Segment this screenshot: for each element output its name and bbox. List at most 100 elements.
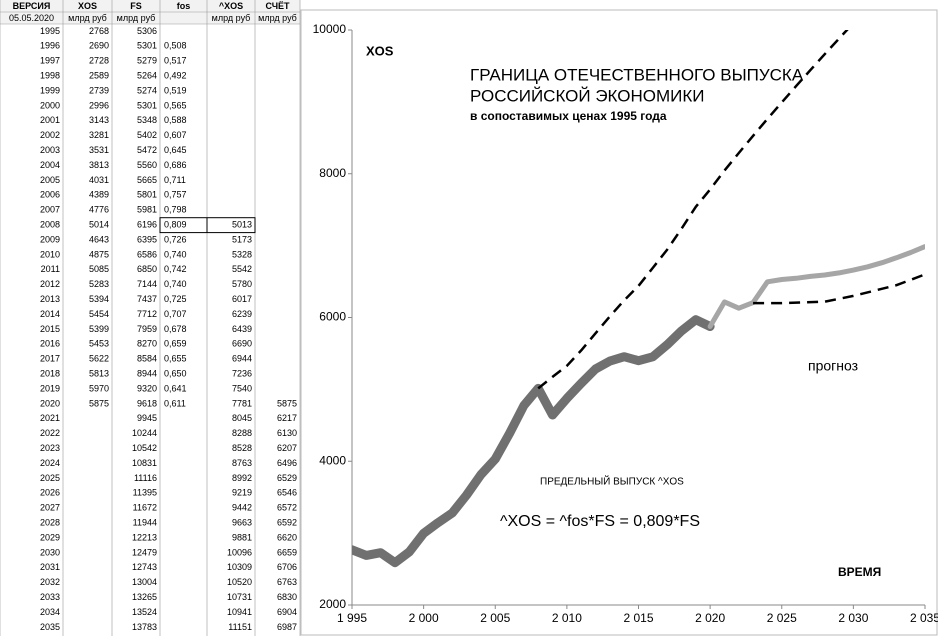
- column-unit: 05.05.2020: [9, 13, 54, 23]
- cell: 0,740: [164, 279, 187, 289]
- annotation: ПРЕДЕЛЬНЫЙ ВЫПУСК ^XOS: [540, 475, 684, 488]
- cell: 10096: [227, 547, 252, 557]
- cell: 7781: [232, 398, 252, 408]
- cell: 0,707: [164, 309, 187, 319]
- cell: 2009: [40, 234, 60, 244]
- cell: 10731: [227, 592, 252, 602]
- cell: 5283: [89, 279, 109, 289]
- cell: 2034: [40, 607, 60, 617]
- cell: 2013: [40, 294, 60, 304]
- y-tick-label: 10000: [313, 22, 347, 36]
- cell: 0,508: [164, 41, 187, 51]
- cell: 0,725: [164, 294, 187, 304]
- cell: 0,492: [164, 71, 187, 81]
- cell: 5875: [89, 398, 109, 408]
- x-tick-label: 2 005: [480, 611, 510, 625]
- cell: 2024: [40, 458, 60, 468]
- cell: 7236: [232, 369, 252, 379]
- cell: 10542: [132, 443, 157, 453]
- cell: 11672: [133, 503, 157, 513]
- cell: 6763: [277, 577, 297, 587]
- cell: 8944: [137, 369, 157, 379]
- cell: 5399: [89, 324, 109, 334]
- cell: 6017: [232, 294, 252, 304]
- cell: 6239: [232, 309, 252, 319]
- annotation: прогноз: [808, 358, 858, 374]
- cell: 9219: [232, 488, 252, 498]
- cell: 2589: [89, 71, 109, 81]
- cell: 6586: [137, 249, 157, 259]
- cell: 5970: [89, 383, 109, 393]
- series-line: [707, 244, 925, 329]
- y-axis-label: XOS: [366, 43, 394, 58]
- cell: 9618: [137, 398, 157, 408]
- cell: 2003: [40, 145, 60, 155]
- cell: 5454: [89, 309, 109, 319]
- cell: 0,711: [164, 175, 186, 185]
- cell: 0,650: [164, 369, 187, 379]
- cell: 3813: [89, 160, 109, 170]
- cell: 5348: [137, 115, 157, 125]
- cell: 13004: [132, 577, 157, 587]
- cell: 2002: [40, 130, 60, 140]
- cell: 0,641: [164, 383, 187, 393]
- cell: 6207: [277, 443, 297, 453]
- column-header: FS: [130, 1, 142, 11]
- cell: 6830: [277, 592, 297, 602]
- column-unit: млрд руб: [212, 13, 251, 23]
- cell: 5306: [137, 26, 157, 36]
- cell: 4643: [89, 234, 109, 244]
- chart-title: РОССИЙСКОЙ ЭКОНОМИКИ: [470, 86, 705, 105]
- cell: 11944: [133, 518, 157, 528]
- cell: 0,607: [164, 130, 187, 140]
- cell: 5328: [232, 249, 252, 259]
- chart-title: ГРАНИЦА ОТЕЧЕСТВЕННОГО ВЫПУСКА: [470, 65, 804, 84]
- cell: 11395: [133, 488, 157, 498]
- cell: 2032: [40, 577, 60, 587]
- cell: 2030: [40, 547, 60, 557]
- cell: 4776: [89, 205, 109, 215]
- cell: 5875: [277, 398, 297, 408]
- x-tick-label: 2 025: [767, 611, 797, 625]
- cell: 0,740: [164, 249, 187, 259]
- cell: 3281: [89, 130, 109, 140]
- cell: 2768: [89, 26, 109, 36]
- cell: 0,519: [164, 85, 187, 95]
- cell: 5402: [137, 130, 157, 140]
- x-tick-label: 2 000: [409, 611, 439, 625]
- cell: 8288: [232, 428, 252, 438]
- cell: 0,565: [164, 100, 187, 110]
- cell: 2739: [89, 85, 109, 95]
- cell: 6529: [277, 473, 297, 483]
- cell: 6395: [137, 234, 157, 244]
- cell: 2011: [41, 264, 60, 274]
- cell: 5274: [137, 85, 157, 95]
- cell: 6196: [137, 220, 157, 230]
- table: ВЕРСИЯ XOS FS fos ^XOS СЧЁТ 05.05.2020 млрд руб…: [0, 0, 301, 636]
- cell: 5264: [137, 71, 157, 81]
- cell: 6546: [277, 488, 297, 498]
- cell: 2008: [40, 220, 60, 230]
- cell: 13265: [132, 592, 157, 602]
- cell: 6130: [277, 428, 297, 438]
- y-tick-label: 4000: [319, 453, 346, 467]
- cell: 1996: [40, 41, 60, 51]
- cell: 10309: [227, 562, 252, 572]
- cell: 2017: [40, 354, 60, 364]
- cell: 1997: [40, 56, 60, 66]
- cell: 2026: [40, 488, 60, 498]
- cell: 2019: [40, 383, 60, 393]
- cell: 0,588: [164, 115, 187, 125]
- cell: 1995: [40, 26, 60, 36]
- cell: 2031: [40, 562, 60, 572]
- cell: 6706: [277, 562, 297, 572]
- chart-frame: [300, 9, 938, 636]
- cell: 6620: [277, 532, 297, 542]
- cell: 8584: [137, 354, 157, 364]
- cell: 2690: [89, 41, 109, 51]
- cell: 2015: [40, 324, 60, 334]
- cell: 0,678: [164, 324, 187, 334]
- cell: 5622: [89, 354, 109, 364]
- cell: 11116: [134, 473, 157, 483]
